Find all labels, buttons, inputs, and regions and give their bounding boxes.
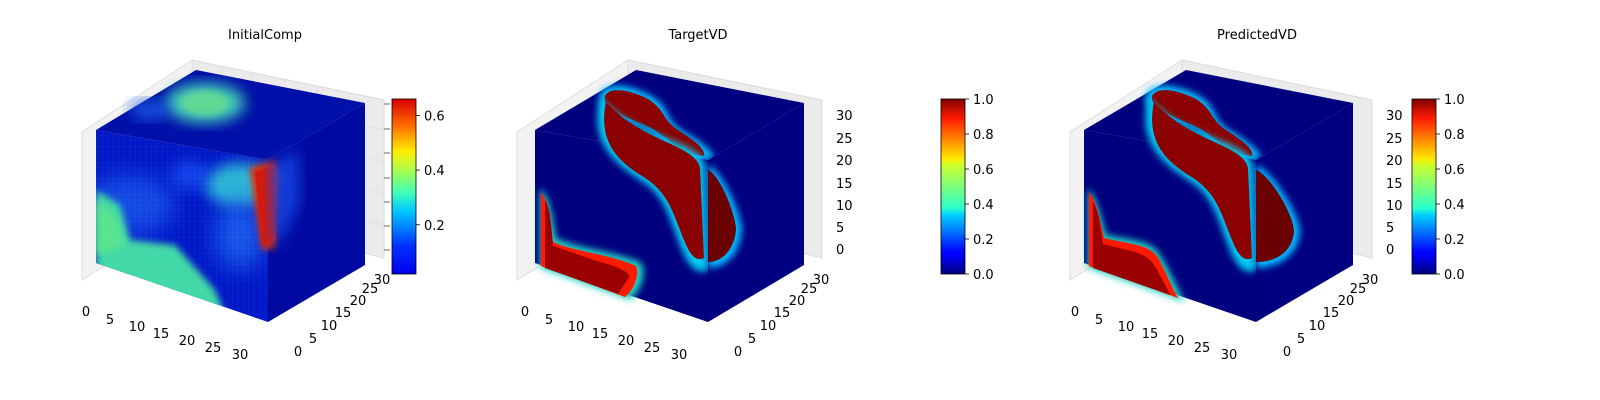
colorbar-ticks: 0.2 0.4 0.6	[416, 109, 445, 234]
colorbar-tick-label: 0.4	[424, 164, 445, 179]
colorbar-tick-label: 0.4	[973, 198, 994, 213]
z-axis-ticks: 0 5 10 15 20 25 30	[1386, 109, 1403, 258]
tick-label: 30	[836, 109, 853, 124]
panel-title: PredictedVD	[1217, 28, 1297, 43]
tick-label: 5	[106, 313, 114, 328]
tick-label: 0	[1071, 305, 1079, 320]
tick-label: 10	[1118, 320, 1135, 335]
tick-label: 5	[1386, 221, 1394, 236]
tick-label: 20	[618, 334, 635, 349]
colorbar-tick-label: 0.0	[1444, 268, 1465, 283]
tick-label: 10	[1309, 319, 1326, 334]
tick-label: 15	[836, 177, 853, 192]
tick-label: 20	[1168, 334, 1185, 349]
tick-label: 5	[748, 332, 756, 347]
tick-label: 25	[801, 282, 818, 297]
tick-label: 25	[1350, 282, 1367, 297]
colorbar: 0.0 0.2 0.4 0.6 0.8 1.0	[940, 93, 994, 283]
colorbar-tick-label: 0.0	[973, 268, 994, 283]
colorbar-gradient	[391, 98, 417, 275]
tick-label: 10	[836, 199, 853, 214]
tick-label: 15	[1386, 177, 1403, 192]
tick-label: 10	[1386, 199, 1403, 214]
tick-label: 20	[836, 154, 853, 169]
colorbar-tick-label: 0.2	[973, 233, 994, 248]
tick-label: 10	[760, 319, 777, 334]
tick-label: 30	[1386, 109, 1403, 124]
colorbar-tick-label: 0.6	[424, 109, 445, 124]
colorbar-tick-label: 0.8	[1444, 128, 1465, 143]
panel-title: TargetVD	[667, 28, 727, 43]
y-axis-ticks: 0 5 10 15 20 25 30	[1283, 273, 1378, 360]
tick-label: 0	[1386, 243, 1394, 258]
tick-label: 20	[1338, 294, 1355, 309]
tick-label: 25	[836, 132, 853, 147]
panel-title: InitialComp	[228, 28, 302, 43]
tick-label: 0	[521, 305, 529, 320]
cube-right-face	[708, 103, 804, 322]
colorbar-tick-label: 0.2	[424, 219, 445, 234]
colorbar-tick-label: 0.6	[1444, 163, 1465, 178]
tick-label: 30	[232, 348, 249, 363]
tick-label: 15	[774, 306, 791, 321]
tick-label: 25	[644, 341, 661, 356]
colorbar: 0.0 0.2 0.4 0.6 0.8 1.0	[1411, 93, 1465, 283]
tick-label: 25	[205, 341, 222, 356]
tick-label: 0	[82, 305, 90, 320]
tick-label: 0	[1283, 345, 1291, 360]
tick-label: 20	[789, 294, 806, 309]
tick-label: 10	[129, 320, 146, 335]
tick-label: 0	[294, 345, 302, 360]
tick-label: 10	[568, 320, 585, 335]
tick-label: 0	[836, 243, 844, 258]
cube-right-face	[1256, 103, 1353, 322]
tick-label: 20	[179, 334, 196, 349]
tick-label: 5	[836, 221, 844, 236]
colorbar-gradient	[1411, 98, 1437, 275]
tick-label: 20	[350, 294, 367, 309]
tick-label: 15	[335, 306, 352, 321]
tick-label: 30	[374, 273, 391, 288]
colorbar-tick-label: 1.0	[1444, 93, 1465, 108]
tick-label: 30	[813, 273, 830, 288]
colorbar-ticks: 0.0 0.2 0.4 0.6 0.8 1.0	[1436, 93, 1465, 283]
tick-label: 5	[1095, 313, 1103, 328]
tick-label: 15	[153, 327, 170, 342]
panel-targetvd: TargetVD 0 5 10 15 20 25 30 0	[516, 28, 994, 363]
tick-label: 15	[1142, 327, 1159, 342]
colorbar-tick-label: 0.6	[973, 163, 994, 178]
tick-label: 15	[592, 327, 609, 342]
tick-label: 20	[1386, 154, 1403, 169]
colorbar-tick-label: 0.8	[973, 128, 994, 143]
tick-label: 25	[362, 282, 379, 297]
tick-label: 30	[671, 348, 688, 363]
colorbar-ticks: 0.0 0.2 0.4 0.6 0.8 1.0	[965, 93, 994, 283]
tick-label: 30	[1362, 273, 1379, 288]
colorbar-gradient	[940, 98, 966, 275]
tick-label: 5	[545, 313, 553, 328]
tick-label: 15	[1323, 306, 1340, 321]
tick-label: 25	[1194, 341, 1211, 356]
x-axis-ticks: 0 5 10 15 20 25 30	[82, 305, 248, 363]
colorbar-tick-label: 0.4	[1444, 198, 1465, 213]
tick-label: 5	[309, 332, 317, 347]
z-axis-ticks: 0 5 10 15 20 25 30	[836, 109, 853, 258]
y-axis-ticks: 0 5 10 15 20 25 30	[294, 273, 390, 360]
tick-label: 0	[734, 345, 742, 360]
x-axis-ticks: 0 5 10 15 20 25 30	[1071, 305, 1237, 363]
colorbar-tick-label: 1.0	[973, 93, 994, 108]
panel-initialcomp: InitialComp	[81, 28, 445, 363]
y-axis-ticks: 0 5 10 15 20 25 30	[734, 273, 829, 360]
tick-label: 30	[1221, 348, 1238, 363]
colorbar-tick-label: 0.2	[1444, 233, 1465, 248]
z-axis-tickmarks	[384, 103, 390, 251]
tick-label: 25	[1386, 132, 1403, 147]
colorbar: 0.2 0.4 0.6	[391, 98, 445, 275]
x-axis-ticks: 0 5 10 15 20 25 30	[521, 305, 687, 363]
tick-label: 5	[1297, 332, 1305, 347]
panel-predictedvd: PredictedVD 0 5 10 15 20 25 30 0 5 1	[1069, 28, 1465, 363]
tick-label: 10	[321, 319, 338, 334]
